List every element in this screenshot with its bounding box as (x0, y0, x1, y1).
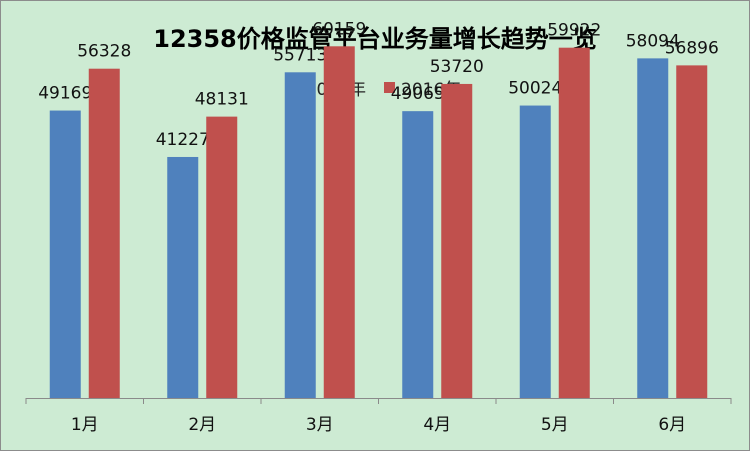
bar-2015年-1月 (49, 110, 81, 398)
bar-2015年-6月 (637, 58, 669, 399)
x-tick-label-3月: 3月 (306, 415, 334, 435)
data-label-2016年-2月: 48131 (195, 90, 249, 110)
bar-2015年-2月 (167, 156, 199, 398)
data-label-2016年-3月: 60159 (312, 19, 366, 39)
bar-2016年-1月 (88, 68, 120, 398)
data-label-2015年-5月: 50024 (508, 79, 562, 99)
data-label-2016年-4月: 53720 (430, 57, 484, 77)
x-tick-label-5月: 5月 (541, 415, 569, 435)
data-label-2016年-1月: 56328 (77, 42, 131, 62)
data-label-2015年-2月: 41227 (156, 130, 210, 150)
bar-2016年-2月 (206, 116, 238, 398)
bar-2016年-4月 (441, 83, 473, 399)
data-label-2015年-3月: 55713 (273, 45, 327, 65)
bar-2015年-3月 (284, 72, 316, 399)
data-label-2015年-4月: 49065 (391, 84, 445, 104)
bar-2016年-6月 (676, 65, 708, 398)
x-tick-label-2月: 2月 (188, 415, 216, 435)
data-label-2016年-5月: 59922 (547, 21, 601, 41)
bar-2016年-5月 (558, 47, 590, 398)
data-label-2015年-6月: 58094 (626, 31, 680, 51)
legend-swatch-2016 (384, 82, 395, 93)
x-tick-label-6月: 6月 (658, 415, 686, 435)
bar-2016年-3月 (323, 46, 355, 398)
bar-2015年-4月 (402, 111, 434, 399)
bar-2015年-5月 (519, 105, 551, 398)
x-tick-label-4月: 4月 (423, 415, 451, 435)
data-label-2016年-6月: 56896 (665, 38, 719, 58)
chart-title: 12358价格监管平台业务量增长趋势一览 (153, 25, 597, 53)
x-tick-label-1月: 1月 (71, 415, 99, 435)
data-label-2015年-1月: 49169 (38, 84, 92, 104)
